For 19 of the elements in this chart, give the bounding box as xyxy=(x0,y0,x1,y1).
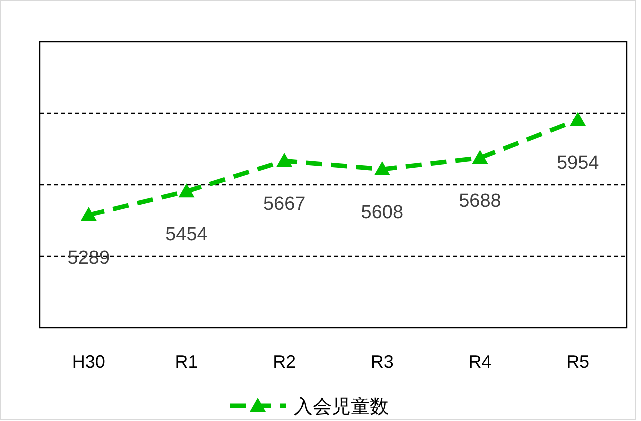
data-label: 5608 xyxy=(361,202,404,224)
point xyxy=(80,207,97,222)
legend-label: 入会児童数 xyxy=(294,396,389,418)
data-label: 5954 xyxy=(556,153,600,174)
data-label: 5688 xyxy=(459,191,502,212)
x-tick-label: R3 xyxy=(370,352,394,372)
x-tick-label: H30 xyxy=(72,352,106,372)
point xyxy=(178,184,195,198)
data-label: 5289 xyxy=(68,248,110,270)
point xyxy=(276,153,293,168)
x-tick-label: R2 xyxy=(273,352,296,372)
data-label: 5667 xyxy=(263,194,306,216)
point xyxy=(472,150,488,164)
data-label: 5454 xyxy=(166,224,208,246)
point xyxy=(570,112,586,126)
x-tick-label: R4 xyxy=(468,352,492,372)
point xyxy=(374,162,390,176)
x-tick-label: R1 xyxy=(175,352,198,372)
x-tick-label: R5 xyxy=(566,352,590,372)
